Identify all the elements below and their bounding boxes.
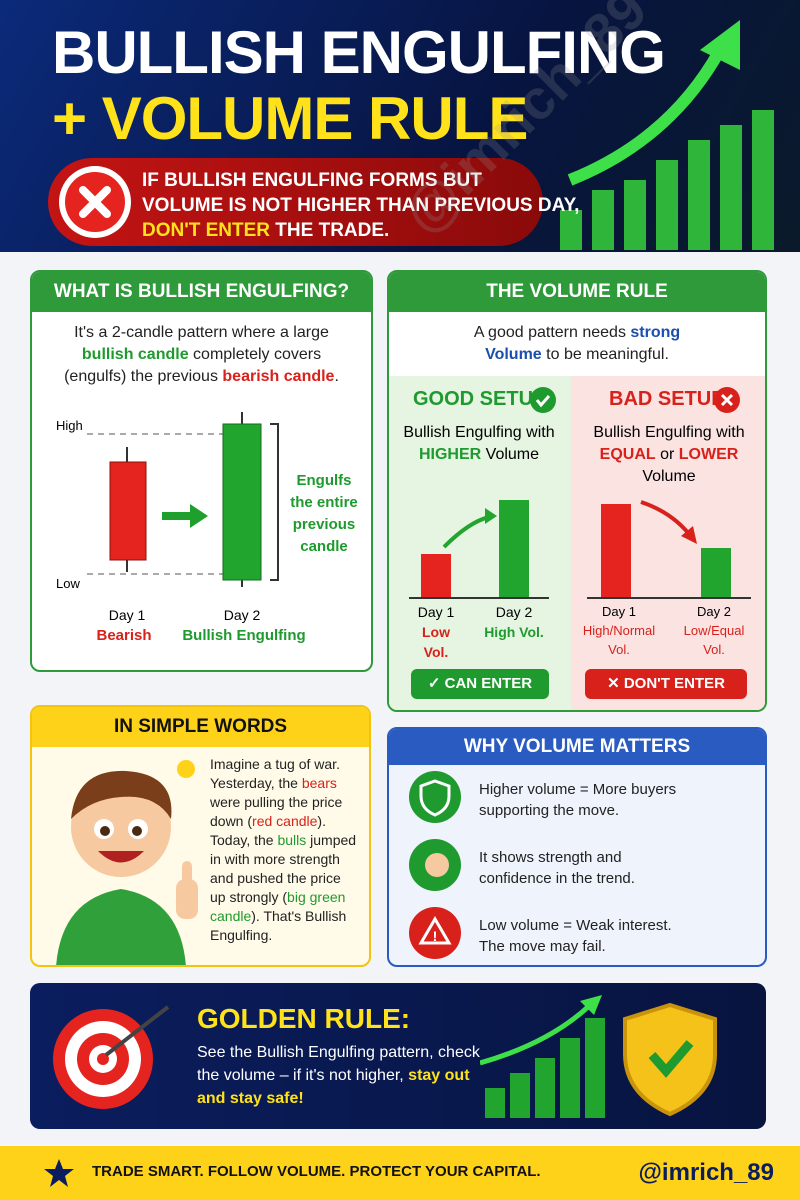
warning-emphasis: DON'T ENTER xyxy=(142,220,271,241)
text: Volume xyxy=(481,446,540,463)
text: Bullish Engulfing with xyxy=(403,424,555,441)
footer: TRADE SMART. FOLLOW VOLUME. PROTECT YOUR… xyxy=(0,1146,800,1200)
day-label: Day 2 xyxy=(697,604,731,619)
title-line2: + VOLUME RULE xyxy=(52,85,528,152)
card-title: WHY VOLUME MATTERS xyxy=(389,729,765,765)
why-item: Higher volume = More buyers supporting t… xyxy=(479,781,677,819)
text: EQUAL xyxy=(599,446,656,463)
vol-label: High Vol. xyxy=(484,624,544,640)
good-title: GOOD SETUP xyxy=(413,388,547,410)
text: big green candle xyxy=(210,889,346,924)
simple-words-text: Imagine a tug of war. Yesterday, the bea… xyxy=(210,755,360,945)
bullish-label: Bullish Engulfing xyxy=(182,627,305,644)
what-is-card: WHAT IS BULLISH ENGULFING? It's a 2-cand… xyxy=(30,270,373,672)
text: See the Bullish Engulfing pattern, check… xyxy=(197,1044,480,1084)
bad-bars xyxy=(587,500,751,599)
text: LOWER xyxy=(678,446,739,463)
bad-title: BAD SETUP xyxy=(609,388,725,410)
card-title: THE VOLUME RULE xyxy=(389,272,765,312)
bad-day1: Day 1 High/Normal Vol. xyxy=(579,602,659,659)
day-label: Day 2 xyxy=(224,607,261,623)
x-icon xyxy=(714,387,740,413)
footer-handle: @imrich_89 xyxy=(638,1159,774,1186)
text: Bullish Engulfing with xyxy=(593,424,745,441)
text: strong Volume xyxy=(485,324,681,363)
star-icon xyxy=(44,1159,74,1187)
golden-text: See the Bullish Engulfing pattern, check… xyxy=(197,1041,487,1110)
text: to be meaningful. xyxy=(541,346,669,363)
button-text: CAN ENTER xyxy=(444,675,533,692)
why-icons: ! xyxy=(409,771,461,959)
text: It's a 2-candle pattern where a large xyxy=(74,324,329,341)
text: stay out and stay safe! xyxy=(197,1067,470,1107)
high-label: High xyxy=(56,418,83,433)
header: BULLISH ENGULFING + VOLUME RULE IF BULLI… xyxy=(0,0,800,252)
why-item: It shows strength and confidence in the … xyxy=(479,849,635,887)
day-label: Day 2 xyxy=(495,604,533,620)
candle-diagram: High Low Day 1 Bearish Day 2 Bullish Eng… xyxy=(56,412,306,644)
text: bullish candle xyxy=(81,346,189,363)
day-label: Day 1 xyxy=(417,604,455,620)
svg-text:!: ! xyxy=(433,928,438,944)
bad-day2: Day 2 Low/Equal Vol. xyxy=(679,602,749,659)
golden-title: GOLDEN RULE: xyxy=(197,1003,411,1034)
warning-text: IF BULLISH ENGULFING FORMS BUT VOLUME IS… xyxy=(142,168,579,243)
text: bulls xyxy=(277,832,307,848)
card-title: IN SIMPLE WORDS xyxy=(32,707,369,747)
golden-graphic xyxy=(480,995,717,1118)
engulfs-note: Engulfs the entire previous candle xyxy=(290,472,358,555)
warning-line: IF BULLISH ENGULFING FORMS BUT xyxy=(142,170,482,191)
warning-line: VOLUME IS NOT HIGHER THAN PREVIOUS DAY, xyxy=(142,195,580,216)
warning-line: DON'T ENTER THE TRADE. xyxy=(142,218,579,243)
volume-intro: A good pattern needs strong Volume to be… xyxy=(449,322,705,366)
text: jumped in with more strength and pushed … xyxy=(210,832,357,905)
text: were pulling the price down ( xyxy=(210,794,343,829)
volume-rule-card: THE VOLUME RULE A good pattern needs str… xyxy=(387,270,767,712)
bad-desc: Bullish Engulfing with EQUAL or LOWER Vo… xyxy=(579,422,759,488)
good-desc: Bullish Engulfing with HIGHER Volume xyxy=(399,422,559,466)
text: ). That's Bullish Engulfing. xyxy=(210,908,347,943)
header-chart xyxy=(560,20,774,250)
kid-illustration xyxy=(56,760,198,965)
footer-slogan: TRADE SMART. FOLLOW VOLUME. PROTECT YOUR… xyxy=(92,1163,541,1180)
why-card: WHY VOLUME MATTERS ! Higher volume = Mor… xyxy=(387,727,767,967)
bearish-label: Bearish xyxy=(96,627,151,644)
why-item: Low volume = Weak interest. The move may… xyxy=(479,917,672,955)
good-day1: Day 1 Low Vol. xyxy=(411,602,461,662)
text: ). Today, the xyxy=(210,813,326,848)
text: completely covers (engulfs) the previous xyxy=(64,346,322,385)
button-text: DON'T ENTER xyxy=(623,675,725,692)
warning-end: THE TRADE. xyxy=(270,220,390,241)
text: red candle xyxy=(252,813,318,829)
vol-label: High/Normal Vol. xyxy=(582,623,656,657)
good-bars xyxy=(409,500,549,599)
warning-icon xyxy=(59,166,131,238)
vol-label: Low/Equal Vol. xyxy=(683,623,745,657)
text: A good pattern needs xyxy=(473,324,631,341)
text: or xyxy=(655,446,679,463)
what-is-text: It's a 2-candle pattern where a large bu… xyxy=(52,322,351,388)
target-icon xyxy=(53,1005,170,1109)
day-label: Day 1 xyxy=(602,604,636,619)
good-day2: Day 2 High Vol. xyxy=(479,602,549,642)
day-label: Day 1 xyxy=(109,607,146,623)
simple-words-card: IN SIMPLE WORDS Imagine a tug of war. Ye… xyxy=(30,705,371,967)
can-enter-badge: ✓ CAN ENTER xyxy=(411,669,549,699)
text: bearish candle xyxy=(222,368,335,385)
title-line1: BULLISH ENGULFING xyxy=(52,19,666,86)
text: bears xyxy=(301,775,337,791)
text: . xyxy=(334,368,339,385)
card-title: WHAT IS BULLISH ENGULFING? xyxy=(32,272,371,312)
low-label: Low xyxy=(56,576,80,591)
good-panel xyxy=(389,376,571,710)
golden-rule-banner: GOLDEN RULE: See the Bullish Engulfing p… xyxy=(30,983,766,1129)
check-icon xyxy=(530,387,556,413)
text: HIGHER xyxy=(418,446,482,463)
text: Volume xyxy=(642,468,696,485)
dont-enter-badge: ✕ DON'T ENTER xyxy=(585,669,747,699)
vol-label: Low Vol. xyxy=(422,624,450,660)
text: Imagine a tug of war. Yesterday, the xyxy=(210,756,340,791)
